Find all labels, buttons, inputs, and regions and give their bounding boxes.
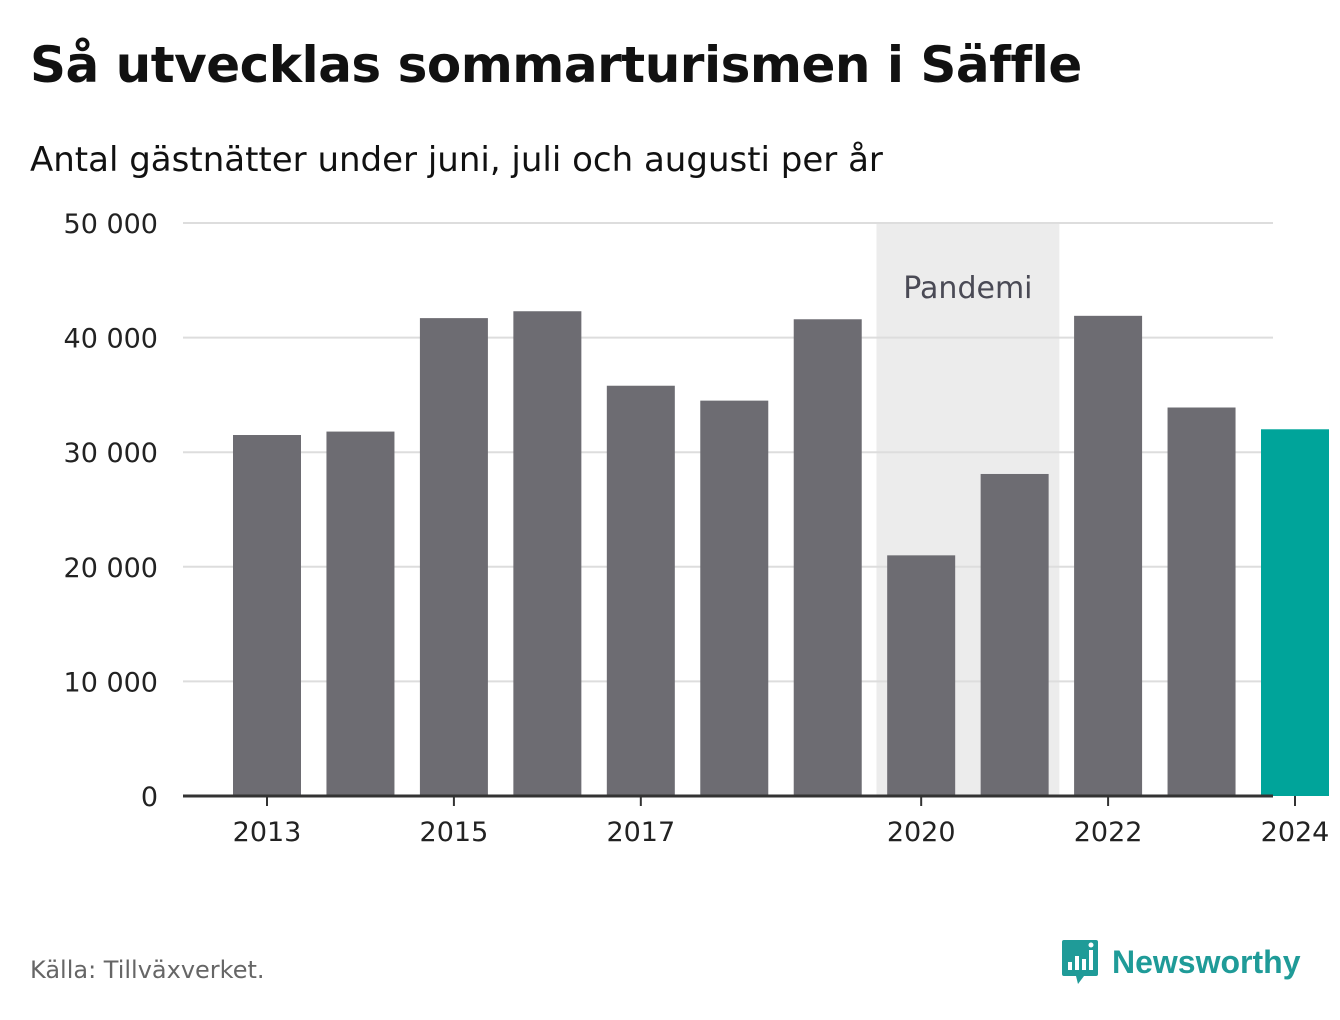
y-tick-label: 50 000 <box>64 209 158 240</box>
bar-2019 <box>793 319 862 796</box>
x-tick-label: 2024 <box>1261 817 1330 848</box>
x-tick-label: 2022 <box>1074 817 1143 848</box>
y-tick-label: 40 000 <box>64 324 158 355</box>
newsworthy-logo-icon <box>1062 940 1098 984</box>
bar-chart: Pandemi 0 10 000 20 000 30 000 40 000 50 000 20… <box>64 209 1330 848</box>
bar-2017 <box>606 385 675 796</box>
x-tick-label: 2017 <box>606 817 675 848</box>
bar-2020 <box>887 555 956 796</box>
bar-2024 <box>1261 429 1329 796</box>
annotation-label: Pandemi <box>903 271 1032 306</box>
x-tick-label: 2013 <box>233 817 302 848</box>
bar-2021 <box>980 473 1049 796</box>
bar-2023 <box>1167 407 1236 796</box>
source-note: Källa: Tillväxverket. <box>30 956 265 984</box>
x-tick-label: 2015 <box>420 817 489 848</box>
bar-2013 <box>233 435 301 796</box>
bar-2022 <box>1074 315 1143 796</box>
y-tick-label: 20 000 <box>64 553 158 584</box>
y-tick-label: 0 <box>141 782 158 813</box>
bar-2016 <box>513 311 582 796</box>
bar-2014 <box>326 431 395 796</box>
y-tick-label: 30 000 <box>64 438 158 469</box>
chart-subtitle: Antal gästnätter under juni, juli och au… <box>30 140 883 180</box>
bar-2018 <box>700 400 769 796</box>
brand-logo: Newsworthy <box>1060 938 1300 986</box>
y-tick-label: 10 000 <box>64 667 158 698</box>
bar-2015 <box>419 318 488 796</box>
chart-title: Så utvecklas sommarturismen i Säffle <box>30 36 1082 94</box>
x-tick-label: 2020 <box>887 817 956 848</box>
brand-name: Newsworthy <box>1112 943 1301 980</box>
